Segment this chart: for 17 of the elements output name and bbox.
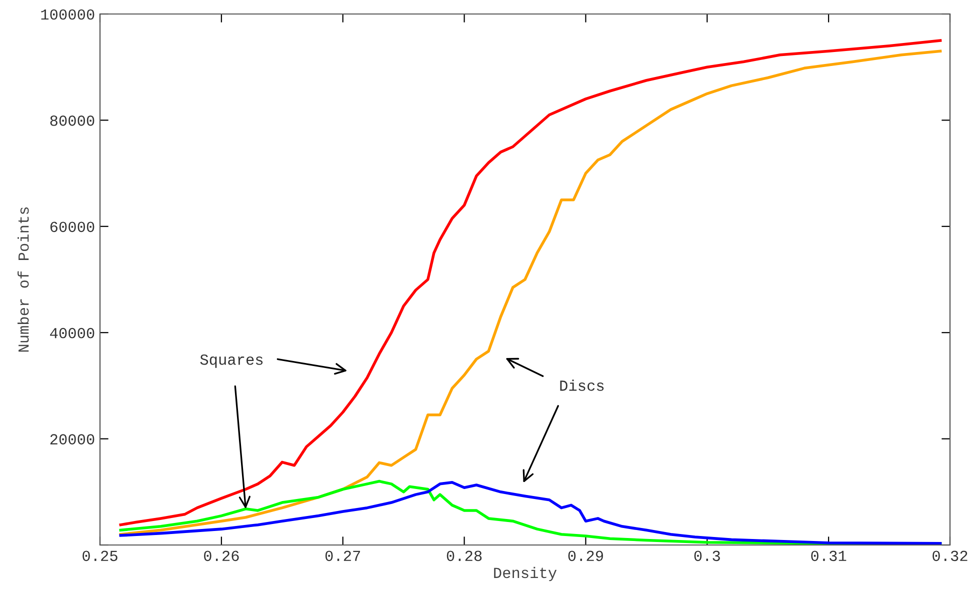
x-axis-title: Density [494,566,557,582]
y-axis-title: Number of Points [18,207,29,352]
y-tick-label: 60000 [50,222,94,232]
annotation: Squares [200,354,263,368]
x-tick-label: 0.27 [325,550,360,562]
y-tick-label: 40000 [50,328,94,338]
x-tick-label: 0.31 [811,550,846,562]
x-tick-label: 0.3 [694,550,720,562]
y-tick-label: 80000 [50,116,94,126]
x-tick-label: 0.25 [82,550,118,562]
x-tick-label: 0.28 [446,550,482,562]
x-tick-label: 0.32 [932,550,968,562]
x-tick-label: 0.26 [204,550,239,562]
y-tick-label: 100000 [41,9,94,20]
y-tick-label: 20000 [50,434,94,444]
x-tick-label: 0.29 [568,550,603,562]
annotation: Discs [560,380,604,391]
